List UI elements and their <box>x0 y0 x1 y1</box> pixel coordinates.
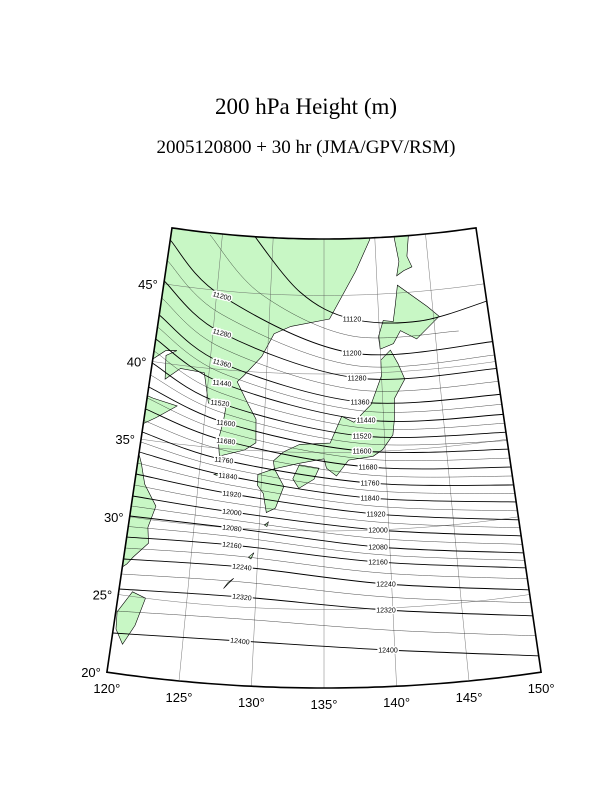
contour-label: 11920 <box>222 491 242 500</box>
lat-label: 25° <box>93 587 113 602</box>
lon-label: 145° <box>456 690 483 705</box>
title: 200 hPa Height (m) <box>215 94 397 119</box>
meridian <box>374 237 397 687</box>
contour-line <box>119 588 538 617</box>
contour-label: 12000 <box>222 508 242 517</box>
landmass <box>139 227 371 457</box>
contour-line <box>169 239 498 356</box>
contour-label: 12080 <box>368 545 388 552</box>
minor-contour <box>137 462 523 512</box>
contour-line <box>141 431 519 486</box>
contour-line <box>132 495 527 537</box>
landmass <box>115 591 146 645</box>
minor-contour <box>140 441 520 494</box>
contour-line <box>155 338 509 422</box>
contour-line <box>126 536 531 569</box>
contour-label: 11680 <box>216 438 236 447</box>
meridian <box>425 233 470 682</box>
contour-label: 11200 <box>343 351 362 358</box>
contours <box>112 229 542 657</box>
minor-contour <box>128 526 530 561</box>
contour-label: 12080 <box>222 524 242 533</box>
contour-label: 11760 <box>361 481 380 488</box>
minor-contour <box>209 234 459 339</box>
minor-contour <box>153 350 510 430</box>
contour-label: 11520 <box>210 400 230 409</box>
parallel <box>140 439 508 453</box>
contour-label: 12160 <box>368 560 388 567</box>
lon-label: 120° <box>93 681 120 696</box>
contour-label: 11280 <box>348 376 367 383</box>
contour-label: 12400 <box>378 648 398 655</box>
contour-label: 11360 <box>351 400 370 407</box>
contour-label: 11600 <box>353 449 372 456</box>
minor-contour <box>125 547 533 580</box>
minor-contour <box>134 484 525 529</box>
contour-label: 11440 <box>212 380 232 389</box>
contour-line <box>145 408 516 470</box>
contour-line <box>158 314 506 404</box>
minor-contour <box>115 610 541 637</box>
contour-label: 12320 <box>376 608 396 615</box>
lon-label: 150° <box>528 681 555 696</box>
contour-line <box>129 515 529 554</box>
lat-label: 45° <box>138 277 158 292</box>
meridian <box>251 237 274 687</box>
minor-contour <box>161 297 504 392</box>
landmass <box>247 552 255 560</box>
minor-contour <box>121 573 536 604</box>
lat-label: 30° <box>104 510 124 525</box>
contour-label: 12240 <box>232 563 252 572</box>
lon-label: 125° <box>166 690 193 705</box>
subtitle: 2005120800 + 30 hr (JMA/GPV/RSM) <box>157 137 456 158</box>
landmass <box>263 521 269 528</box>
minor-contour <box>157 326 507 413</box>
contour-label: 11840 <box>218 473 238 482</box>
minor-contour <box>150 374 513 446</box>
parallel <box>118 594 530 610</box>
landmass <box>273 349 406 477</box>
contour-line <box>152 362 511 438</box>
contour-label: 11920 <box>367 512 386 519</box>
lon-label: 130° <box>238 695 265 710</box>
contour-line <box>148 386 514 453</box>
contour-label: 12320 <box>232 593 252 602</box>
contour-label: 11520 <box>353 434 372 441</box>
lat-label: 40° <box>127 354 147 369</box>
meridian <box>178 233 223 682</box>
parallel <box>152 361 496 375</box>
contour-label: 11760 <box>214 457 234 466</box>
landmass <box>378 284 440 350</box>
contour-label: 12400 <box>230 637 250 646</box>
minor-contour <box>167 260 500 368</box>
contour-label: 11840 <box>361 496 380 503</box>
landmass <box>292 464 320 489</box>
contour-line <box>135 473 524 521</box>
parallel <box>163 283 485 296</box>
lat-label: 20° <box>81 665 101 680</box>
contour-label: 12240 <box>376 582 396 589</box>
lat-label: 35° <box>115 432 135 447</box>
minor-contour <box>131 505 528 545</box>
lon-label: 135° <box>311 697 338 712</box>
contour-label: 11120 <box>343 317 362 324</box>
lon-label: 140° <box>383 695 410 710</box>
contour-label: 11440 <box>357 418 376 425</box>
frame-border <box>105 226 543 689</box>
contour-line <box>139 451 522 503</box>
contour-label: 11680 <box>359 465 378 472</box>
contour-line <box>249 229 491 324</box>
contour-label: 12160 <box>222 541 242 550</box>
landmass <box>223 578 234 589</box>
contour-label: 11600 <box>216 420 236 429</box>
contour-line <box>123 558 534 591</box>
parallel <box>129 516 519 532</box>
contour-line <box>112 632 542 657</box>
contour-label: 12000 <box>368 528 388 535</box>
contour-line <box>163 280 502 380</box>
